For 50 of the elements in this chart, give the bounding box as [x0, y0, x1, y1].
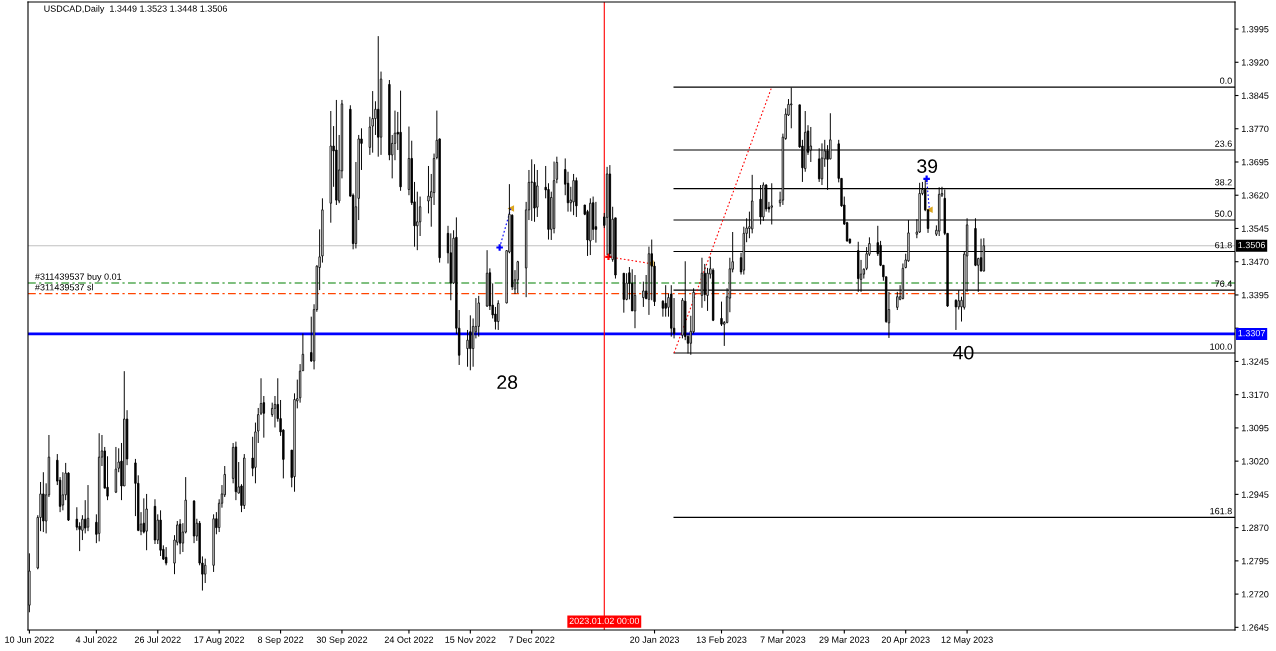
y-tick-label: 1.3620: [1241, 192, 1269, 199]
series-label: 23.6: [1215, 140, 1232, 147]
y-tick-label: 1.3095: [1241, 424, 1269, 432]
x-tick-label: 13 Feb 2023: [696, 636, 747, 643]
x-tick-label: 7 Dec 2022: [509, 636, 555, 643]
y-tick-label: 1.3395: [1241, 291, 1269, 299]
series-label: 38.2: [1215, 179, 1232, 186]
series-label: 0.0: [1220, 77, 1232, 84]
y-tick-label: 1.3920: [1241, 59, 1269, 66]
x-tick-label: 4 Jul 2022: [75, 636, 117, 643]
y-tick-label: 1.3845: [1241, 92, 1269, 99]
series-label: 161.8: [1210, 507, 1232, 515]
y-tick-label: 1.3020: [1241, 458, 1269, 465]
annotation: 39: [917, 159, 938, 174]
x-tick-label: 8 Sep 2022: [257, 636, 304, 645]
x-tick-label: 7 Mar 2023: [760, 636, 806, 643]
x-tick-label: 20 Apr 2023: [881, 636, 930, 645]
y-tick-label: 1.3470: [1241, 258, 1269, 266]
x-tick-label: 30 Sep 2022: [316, 636, 368, 645]
chart-title: USDCAD,Daily 1.3449 1.3523 1.3448 1.3506: [44, 5, 227, 14]
x-tick-label: 12 May 2023: [941, 636, 993, 645]
series-label: 50.0: [1215, 210, 1232, 217]
y-tick-label: 1.3170: [1241, 391, 1269, 399]
y-tick-label: 1.2795: [1241, 557, 1269, 565]
y-tick-label: 1.3770: [1241, 125, 1269, 133]
y-tick-label: 1.2720: [1241, 591, 1269, 598]
x-tick-label: 17 Aug 2022: [194, 636, 245, 645]
y-tick-label: 1.2645: [1241, 624, 1269, 631]
ref-line-label: 1.3307: [1238, 329, 1265, 337]
y-tick-label: 1.3245: [1241, 358, 1269, 365]
y-tick-label: 1.2945: [1241, 491, 1269, 498]
y-tick-label: 1.3695: [1241, 158, 1269, 166]
ref-line-label: 2023.01.02 00:00: [569, 617, 640, 625]
ref-line-label: #311439537 sl: [34, 283, 93, 291]
x-tick-label: 15 Nov 2022: [445, 636, 496, 643]
ref-line-label: 1.3506: [1238, 241, 1265, 249]
series-label: 100.0: [1210, 343, 1232, 350]
annotation: 40: [953, 345, 974, 360]
y-tick-label: 1.2870: [1241, 524, 1269, 531]
x-tick-label: 26 Jul 2022: [134, 636, 181, 643]
ref-line-label: #311439537 buy 0.01: [34, 273, 122, 282]
y-tick-label: 1.3995: [1241, 26, 1269, 33]
x-tick-label: 24 Oct 2022: [384, 636, 434, 643]
annotation: 28: [497, 375, 518, 390]
y-tick-label: 1.3545: [1241, 225, 1269, 232]
x-tick-label: 20 Jan 2023: [630, 636, 679, 643]
series-label: 76.4: [1215, 280, 1232, 287]
x-tick-label: 10 Jun 2022: [5, 636, 54, 643]
x-tick-label: 29 Mar 2023: [819, 636, 870, 643]
series-label: 61.8: [1215, 241, 1232, 249]
